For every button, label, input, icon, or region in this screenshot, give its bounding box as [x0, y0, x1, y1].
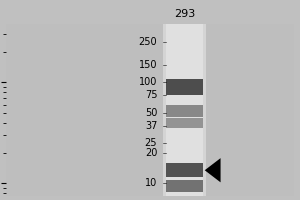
Text: 293: 293 — [174, 9, 195, 19]
Text: 100: 100 — [139, 77, 157, 87]
Bar — [166, 163, 203, 177]
Text: 250: 250 — [139, 37, 157, 47]
Text: 50: 50 — [145, 108, 157, 118]
Text: 20: 20 — [145, 148, 157, 158]
Bar — [166, 118, 203, 128]
Bar — [166, 105, 203, 117]
Text: 10: 10 — [145, 178, 157, 188]
Bar — [166, 24, 203, 196]
Text: 75: 75 — [145, 90, 157, 100]
Polygon shape — [205, 158, 220, 182]
Bar — [166, 79, 203, 95]
Text: 150: 150 — [139, 60, 157, 70]
Bar — [166, 180, 203, 192]
Text: 25: 25 — [145, 138, 157, 148]
Bar — [163, 24, 206, 196]
Text: 37: 37 — [145, 121, 157, 131]
